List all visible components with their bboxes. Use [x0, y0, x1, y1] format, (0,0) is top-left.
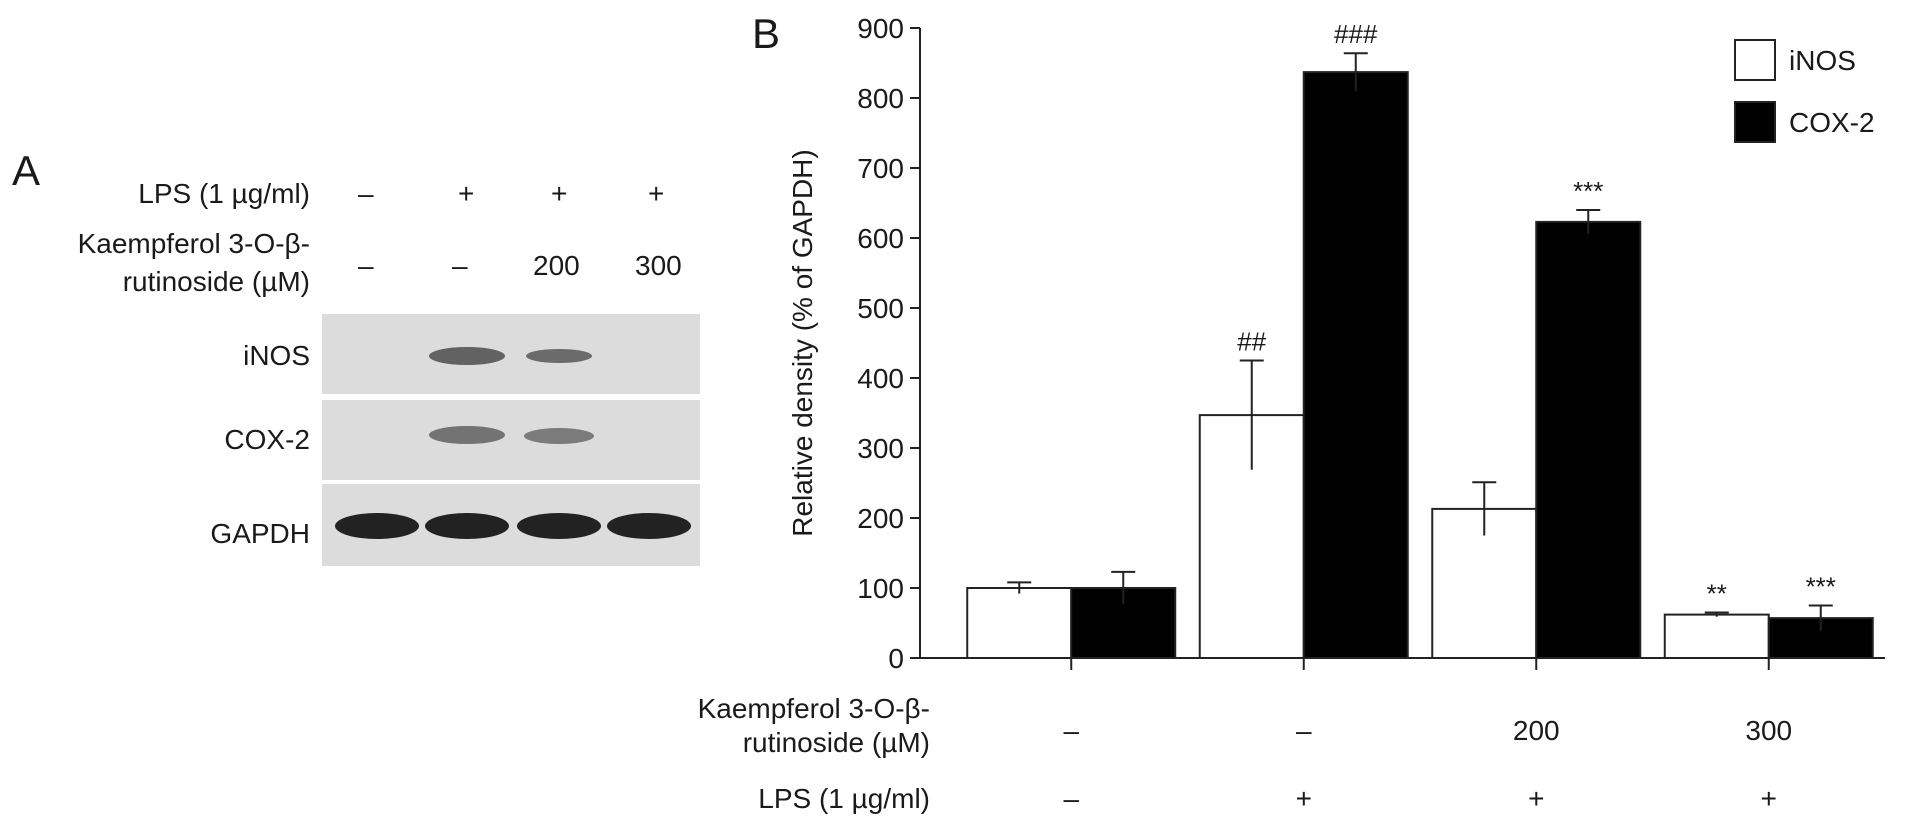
blot-strip-cox2	[322, 400, 700, 480]
lane-kaempferol-2: –	[452, 250, 468, 281]
lane-lps-2: +	[458, 178, 475, 209]
band-gapdh-lane2	[425, 513, 509, 539]
blot-label-cox2: COX-2	[224, 424, 310, 455]
annotation-1-3: ***	[1806, 572, 1836, 602]
blot-bands-cox2	[429, 426, 594, 444]
y-tick-label-0: 0	[888, 643, 904, 674]
annotation-1-2: ***	[1573, 176, 1603, 206]
y-tick-label-6: 600	[857, 223, 904, 254]
x-lps-label: LPS (1 µg/ml)	[758, 783, 930, 814]
lps-label: LPS (1 µg/ml)	[138, 178, 310, 209]
x-lps-value-0: –	[1063, 783, 1079, 814]
x-lps-value-3: +	[1761, 783, 1777, 814]
x-kaempferol-label-line2: rutinoside (µM)	[743, 727, 930, 758]
lane-kaempferol-4: 300	[635, 250, 682, 281]
x-lps-value-1: +	[1296, 783, 1312, 814]
bar-cox2-1	[1302, 71, 1409, 660]
panel-b-letter: B	[752, 10, 780, 57]
band-gapdh-lane4	[607, 513, 691, 539]
band-cox2-lane3	[524, 428, 594, 444]
blot-strip-gapdh	[322, 484, 700, 566]
annotation-1-1: ###	[1334, 19, 1378, 49]
y-tick-label-5: 500	[857, 293, 904, 324]
lane-lps-3: +	[551, 178, 568, 209]
band-inos-lane2	[429, 347, 505, 365]
band-gapdh-lane3	[517, 513, 601, 539]
legend-label-1: COX-2	[1789, 107, 1875, 138]
blot-label-inos: iNOS	[243, 340, 310, 371]
x-lps-value-2: +	[1528, 783, 1544, 814]
blot-bands-inos	[429, 347, 592, 365]
bar-inos-0	[966, 587, 1073, 659]
x-kaempferol-label-line1: Kaempferol 3-O-β-	[698, 693, 930, 724]
band-gapdh-lane1	[335, 513, 419, 539]
chart-layer: B 0 100 200 300 400 500 600 700 800 900 Relative de…	[698, 10, 1885, 814]
panel-a-letter: A	[12, 147, 41, 194]
lane-kaempferol-1: –	[358, 250, 374, 281]
band-inos-lane3	[526, 349, 592, 363]
annotation-0-1: ##	[1237, 327, 1266, 357]
x-kaempferol-value-1: –	[1296, 715, 1312, 746]
y-axis-label: Relative density (% of GAPDH)	[787, 149, 818, 536]
y-tick-label-1: 100	[857, 573, 904, 604]
y-tick-label-4: 400	[857, 363, 904, 394]
x-kaempferol-value-2: 200	[1513, 715, 1560, 746]
y-tick-label-8: 800	[857, 83, 904, 114]
y-tick-label-3: 300	[857, 433, 904, 464]
lane-lps-4: +	[648, 178, 665, 209]
y-tick-label-9: 900	[857, 13, 904, 44]
bar-cox2-2	[1535, 220, 1642, 659]
lane-kaempferol-3: 200	[533, 250, 580, 281]
blot-bands-gapdh	[335, 513, 691, 539]
blot-strip-inos	[322, 314, 700, 394]
lane-lps-1: –	[358, 178, 374, 209]
legend-swatch-0	[1734, 39, 1776, 81]
x-kaempferol-value-0: –	[1063, 715, 1079, 746]
kaempferol-label-line2: rutinoside (µM)	[122, 266, 310, 297]
y-tick-label-2: 200	[857, 503, 904, 534]
y-tick-label-7: 700	[857, 153, 904, 184]
annotation-0-3: **	[1707, 579, 1727, 609]
band-cox2-lane2	[429, 426, 505, 444]
blot-label-gapdh: GAPDH	[210, 518, 310, 549]
legend-swatch-1	[1734, 101, 1776, 143]
x-kaempferol-value-3: 300	[1745, 715, 1792, 746]
bar-inos-3	[1663, 613, 1770, 659]
legend-label-0: iNOS	[1789, 45, 1856, 76]
kaempferol-label-line1: Kaempferol 3-O-β-	[77, 228, 310, 259]
